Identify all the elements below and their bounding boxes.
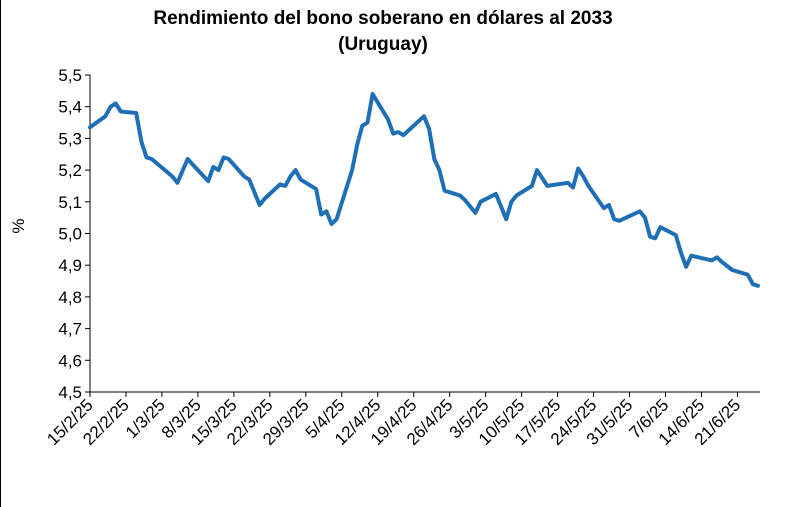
- y-tick-label: 5,5: [58, 66, 82, 85]
- y-tick-label: 5,3: [58, 129, 82, 148]
- y-tick-label: 5,4: [58, 98, 82, 117]
- data-line: [88, 92, 760, 288]
- y-tick-label: 4,5: [58, 383, 82, 402]
- y-axis-label: %: [9, 218, 28, 233]
- y-tick-label: 4,6: [58, 351, 82, 370]
- x-tick-label: 1/3/25: [122, 395, 169, 442]
- y-tick-label: 5,1: [58, 193, 82, 212]
- chart-title: Rendimiento del bono soberano en dólares…: [153, 8, 612, 29]
- y-tick-label: 4,8: [58, 288, 82, 307]
- y-tick-label: 4,7: [58, 320, 82, 339]
- chart-subtitle: (Uruguay): [338, 34, 428, 55]
- y-tick-label: 5,0: [58, 225, 82, 244]
- y-tick-label: 4,9: [58, 256, 82, 275]
- y-tick-label: 5,2: [58, 161, 82, 180]
